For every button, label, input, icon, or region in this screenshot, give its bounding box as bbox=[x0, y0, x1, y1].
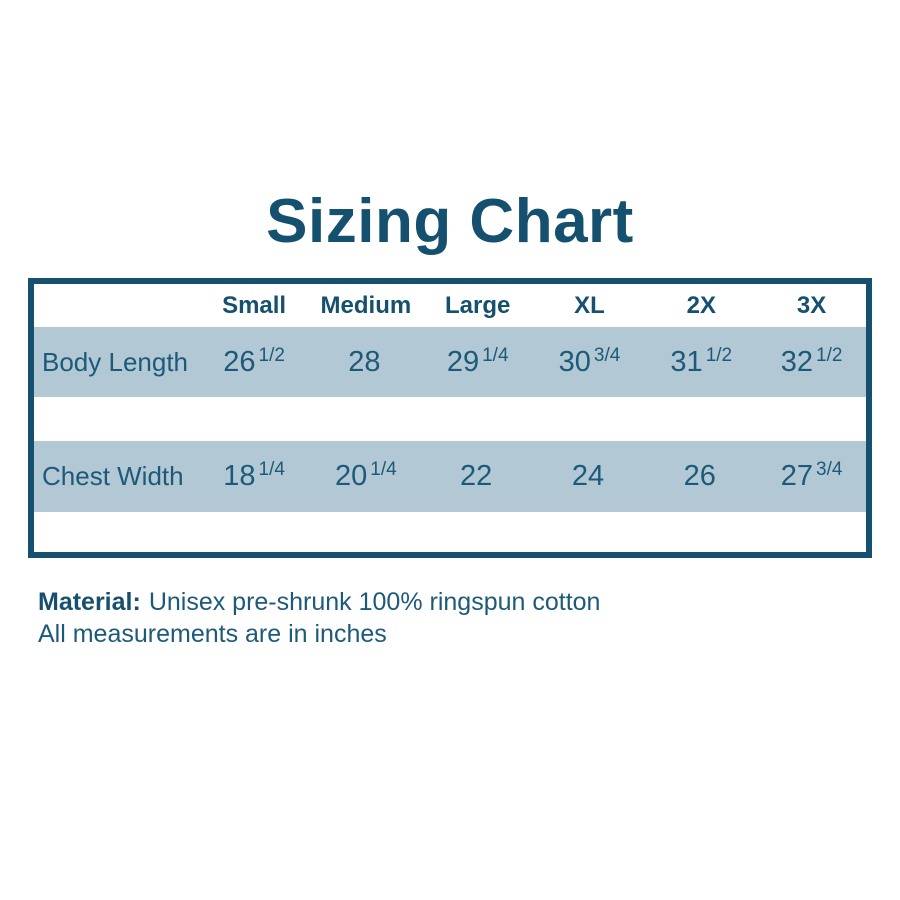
column-header-small: Small bbox=[222, 291, 287, 319]
cell-chest-width-large: 22 bbox=[460, 460, 493, 492]
fraction: 1/4 bbox=[370, 459, 397, 480]
page-title: Sizing Chart bbox=[266, 187, 634, 256]
row-label-body-length: Body Length bbox=[42, 346, 189, 377]
cell-chest-width-2x: 26 bbox=[683, 460, 716, 492]
spacer-row bbox=[31, 397, 869, 441]
material-note: Material: Unisex pre-shrunk 100% ringspun… bbox=[38, 586, 600, 618]
notes-block: Material: Unisex pre-shrunk 100% ringspun… bbox=[38, 586, 600, 650]
cell-chest-width-3x: 27 3/4 bbox=[780, 459, 843, 492]
cell-body-length-2x: 31 1/2 bbox=[670, 344, 733, 378]
cell-body-length-3x: 32 1/2 bbox=[780, 344, 843, 378]
cell-body-length-small: 26 1/2 bbox=[223, 344, 285, 378]
material-label: Material: bbox=[38, 588, 141, 616]
cell-body-length-large: 29 1/4 bbox=[446, 344, 509, 378]
column-header-2x: 2X bbox=[686, 291, 716, 319]
cell-body-length-xl: 30 3/4 bbox=[558, 344, 621, 378]
cell-body-length-medium: 28 bbox=[348, 345, 381, 378]
table-header-row: Small Medium Large XL 2X 3X bbox=[31, 281, 869, 327]
column-header-large: Large bbox=[445, 291, 511, 319]
cell-chest-width-medium: 20 1/4 bbox=[335, 459, 397, 492]
table-row-chest-width: Chest Width 18 1/4 20 1/4 22 24 26 27 3/4 bbox=[31, 441, 869, 512]
measurements-note: All measurements are in inches bbox=[38, 620, 387, 648]
row-label-chest-width: Chest Width bbox=[42, 461, 184, 491]
spacer-cell bbox=[31, 397, 869, 441]
column-header-3x: 3X bbox=[796, 291, 827, 319]
cell-chest-width-small: 18 1/4 bbox=[223, 459, 285, 492]
table-row-body-length: Body Length 26 1/2 28 29 1/4 30 3/4 31 1/2 3… bbox=[31, 327, 869, 397]
fraction: 1/2 bbox=[258, 344, 285, 366]
fraction: 1/4 bbox=[258, 459, 285, 480]
column-header-medium: Medium bbox=[320, 291, 412, 319]
fraction: 1/2 bbox=[816, 344, 843, 366]
material-value: Unisex pre-shrunk 100% ringspun cotton bbox=[148, 588, 601, 616]
fraction: 3/4 bbox=[593, 344, 621, 366]
fraction: 1/4 bbox=[482, 344, 509, 366]
fraction: 3/4 bbox=[816, 459, 843, 480]
fraction: 1/2 bbox=[705, 344, 733, 366]
spacer-row bbox=[31, 512, 869, 555]
header-spacer bbox=[31, 281, 198, 327]
spacer-cell bbox=[31, 512, 869, 555]
cell-chest-width-xl: 24 bbox=[571, 460, 605, 492]
sizing-table: Small Medium Large XL 2X 3X Body Length … bbox=[28, 278, 872, 558]
column-header-xl: XL bbox=[574, 291, 605, 319]
